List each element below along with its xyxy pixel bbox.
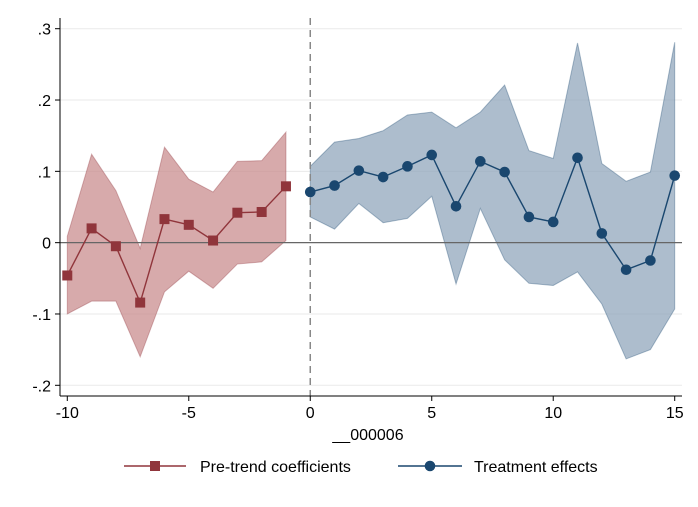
data-point [183, 219, 194, 230]
x-tick-label: 10 [544, 405, 562, 422]
reference-lines [60, 18, 682, 396]
data-point [377, 171, 389, 183]
series-markers [62, 149, 681, 308]
x-tick-label: -5 [182, 405, 196, 422]
legend-marker-0 [150, 461, 160, 471]
data-point [353, 165, 365, 176]
y-tick-label: 0 [42, 236, 51, 253]
x-tick-label: 5 [427, 405, 436, 422]
legend-marker-1 [424, 460, 436, 472]
x-tick-label: -10 [56, 405, 79, 422]
data-point [62, 270, 73, 281]
legend: Pre-trend coefficients Treatment effects [124, 459, 598, 476]
series-lines [66, 154, 676, 305]
data-point [572, 152, 583, 164]
data-point [304, 186, 316, 198]
data-point [159, 214, 170, 225]
legend-label-0: Pre-trend coefficients [200, 459, 351, 476]
data-point [86, 223, 97, 234]
data-point [329, 180, 340, 191]
x-tick-label: 15 [666, 405, 684, 422]
data-point [426, 149, 438, 161]
data-point [499, 166, 510, 178]
data-point [208, 235, 219, 246]
y-tick-label: .3 [38, 22, 51, 39]
data-point [135, 297, 146, 308]
data-point [450, 200, 462, 212]
x-axis-title: __000006 [331, 427, 403, 444]
confidence-bands [66, 42, 676, 360]
data-point [669, 170, 681, 181]
data-point [256, 206, 267, 217]
y-tick-label: .1 [38, 164, 51, 181]
data-point [645, 255, 656, 266]
data-point [232, 207, 243, 218]
data-point [547, 216, 559, 228]
data-point [596, 228, 608, 239]
confidence-band-0 [66, 130, 287, 359]
data-point [280, 181, 291, 192]
series-line-1 [310, 154, 676, 271]
y-tick-label: -.1 [32, 307, 51, 324]
legend-label-1: Treatment effects [474, 459, 598, 476]
y-tick-label: -.2 [32, 378, 51, 395]
data-point [475, 156, 486, 167]
series-line-0 [66, 185, 287, 305]
y-tick-label: .2 [38, 93, 51, 110]
axes: -.2 -.1 0 .1 .2 .3 -10 -5 0 5 10 15 [32, 18, 684, 422]
confidence-band-1 [309, 42, 676, 360]
data-point [402, 161, 413, 172]
data-point [620, 264, 632, 276]
data-point [110, 241, 121, 252]
data-point [523, 211, 535, 223]
x-tick-label: 0 [306, 405, 315, 422]
